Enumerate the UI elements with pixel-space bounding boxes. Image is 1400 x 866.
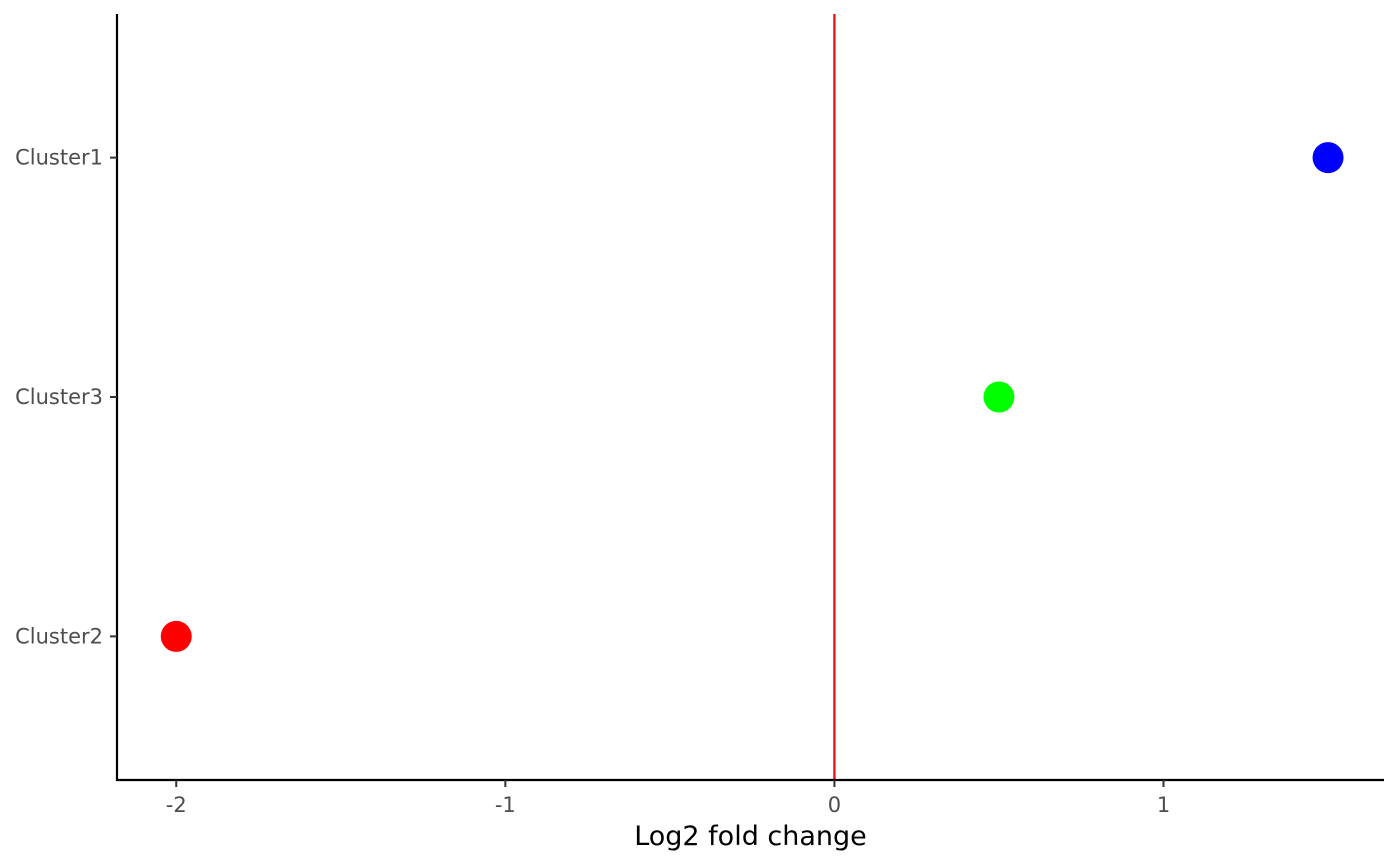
data-point-cluster1 xyxy=(1312,142,1344,174)
axes xyxy=(115,14,1384,782)
x-tick-label: -2 xyxy=(166,793,187,817)
y-tick-label: Cluster3 xyxy=(15,385,103,409)
axis-ticks: -2 -1 0 1 Cluster1 Cluster3 Cluster2 xyxy=(15,146,1170,817)
x-tick-label: 1 xyxy=(1157,793,1170,817)
plot-area xyxy=(160,14,1344,780)
y-tick-label: Cluster2 xyxy=(15,624,103,648)
data-point-cluster3 xyxy=(983,381,1015,413)
x-tick-label: 0 xyxy=(828,793,841,817)
x-tick-label: -1 xyxy=(495,793,516,817)
data-point-cluster2 xyxy=(160,620,192,652)
x-axis-title: Log2 fold change xyxy=(634,821,867,852)
y-tick-label: Cluster1 xyxy=(15,146,103,170)
